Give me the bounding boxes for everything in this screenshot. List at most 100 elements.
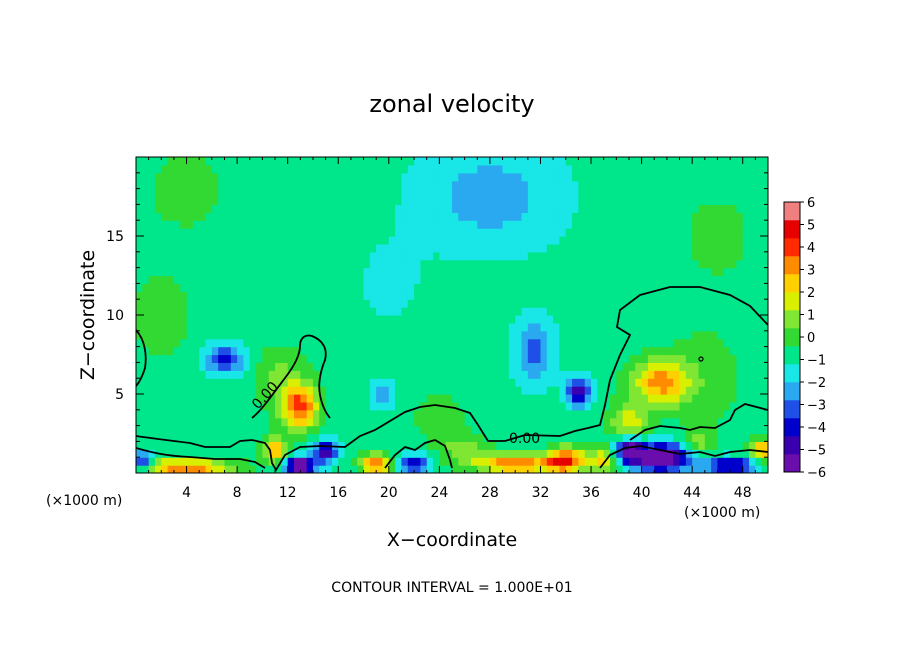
- heat-cell: [369, 354, 377, 363]
- heat-cell: [578, 370, 586, 379]
- heat-cell: [749, 449, 756, 458]
- heat-cell: [237, 220, 245, 229]
- heat-cell: [407, 449, 415, 458]
- heat-cell: [660, 212, 668, 221]
- heat-cell: [452, 236, 459, 245]
- heat-cell: [218, 362, 226, 371]
- heat-cell: [679, 275, 687, 284]
- heat-cell: [268, 243, 276, 253]
- heat-cell: [426, 228, 434, 237]
- heat-cell: [723, 307, 731, 316]
- heat-cell: [205, 275, 213, 284]
- heat-cell: [426, 299, 434, 308]
- heat-cell: [237, 409, 245, 419]
- heat-cell: [761, 267, 768, 277]
- heat-cell: [470, 354, 478, 363]
- heat-cell: [382, 425, 390, 435]
- heat-cell: [249, 409, 257, 419]
- heat-cell: [237, 236, 245, 245]
- heat-cell: [477, 157, 485, 166]
- heat-cell: [616, 259, 624, 269]
- heat-cell: [142, 204, 150, 213]
- heat-cell: [414, 401, 421, 411]
- heat-cell: [433, 417, 440, 427]
- heat-cell: [666, 188, 674, 198]
- heat-cell: [452, 299, 459, 308]
- heat-cell: [420, 322, 428, 332]
- heat-cell: [161, 157, 169, 166]
- heat-cell: [755, 204, 763, 213]
- heat-cell: [521, 338, 529, 348]
- heat-cell: [205, 220, 213, 229]
- heat-cell: [154, 338, 162, 348]
- heat-cell: [610, 157, 617, 166]
- heat-cell: [610, 330, 617, 340]
- heat-cell: [439, 409, 447, 419]
- heat-cell: [546, 188, 554, 198]
- heat-cell: [559, 346, 567, 356]
- heat-cell: [268, 180, 276, 190]
- heat-cell: [395, 164, 403, 174]
- heat-cell: [673, 386, 681, 395]
- heat-cell: [641, 267, 649, 277]
- heat-cell: [591, 394, 598, 403]
- x-tick-label: 48: [734, 485, 752, 501]
- heat-cell: [616, 465, 624, 473]
- heat-cell: [420, 236, 428, 245]
- heat-cell: [508, 330, 516, 340]
- heat-cell: [243, 212, 251, 221]
- heat-cell: [142, 330, 150, 340]
- heat-cell: [338, 267, 346, 277]
- heat-cell: [736, 164, 744, 174]
- heat-cell: [622, 275, 630, 284]
- heat-cell: [148, 243, 156, 253]
- heat-cell: [407, 401, 415, 411]
- heat-cell: [717, 433, 725, 442]
- heat-cell: [382, 370, 390, 379]
- heat-cell: [717, 259, 725, 269]
- heat-cell: [294, 267, 301, 277]
- heat-cell: [483, 196, 491, 205]
- heat-cell: [154, 370, 162, 379]
- heat-cell: [306, 433, 314, 442]
- heat-cell: [249, 259, 257, 269]
- heat-cell: [331, 172, 339, 182]
- heat-cell: [749, 188, 756, 198]
- heat-cell: [350, 425, 358, 435]
- heat-cell: [211, 212, 219, 221]
- heat-cell: [199, 338, 207, 348]
- heat-cell: [717, 386, 725, 395]
- heat-cell: [256, 204, 263, 213]
- heat-cell: [173, 425, 181, 435]
- heat-cell: [692, 180, 700, 190]
- heat-cell: [679, 322, 687, 332]
- heat-cell: [749, 212, 756, 221]
- heat-cell: [603, 196, 611, 205]
- heat-cell: [439, 370, 447, 379]
- heat-cell: [262, 346, 270, 356]
- heat-cell: [230, 307, 238, 316]
- heat-cell: [357, 212, 365, 221]
- heat-cell: [654, 315, 662, 324]
- heat-cell: [426, 236, 434, 245]
- heat-cell: [730, 378, 737, 387]
- heat-cell: [508, 267, 516, 277]
- heat-cell: [148, 204, 156, 213]
- heat-cell: [458, 330, 466, 340]
- heat-cell: [591, 299, 598, 308]
- heat-cell: [755, 338, 763, 348]
- heat-cell: [534, 394, 542, 403]
- heat-cell: [553, 425, 561, 435]
- heat-cell: [350, 188, 358, 198]
- heat-cell: [357, 425, 365, 435]
- heat-cell: [205, 172, 213, 182]
- heat-cell: [211, 370, 219, 379]
- contour-zero-bottom-mid: [384, 439, 453, 469]
- heat-cell: [515, 204, 523, 213]
- y-tick-label: 15: [106, 229, 124, 245]
- colorbar-swatch: [784, 274, 800, 293]
- heat-cell: [338, 283, 346, 292]
- heat-cell: [761, 196, 768, 205]
- heat-cell: [452, 401, 459, 411]
- heat-cell: [154, 465, 162, 473]
